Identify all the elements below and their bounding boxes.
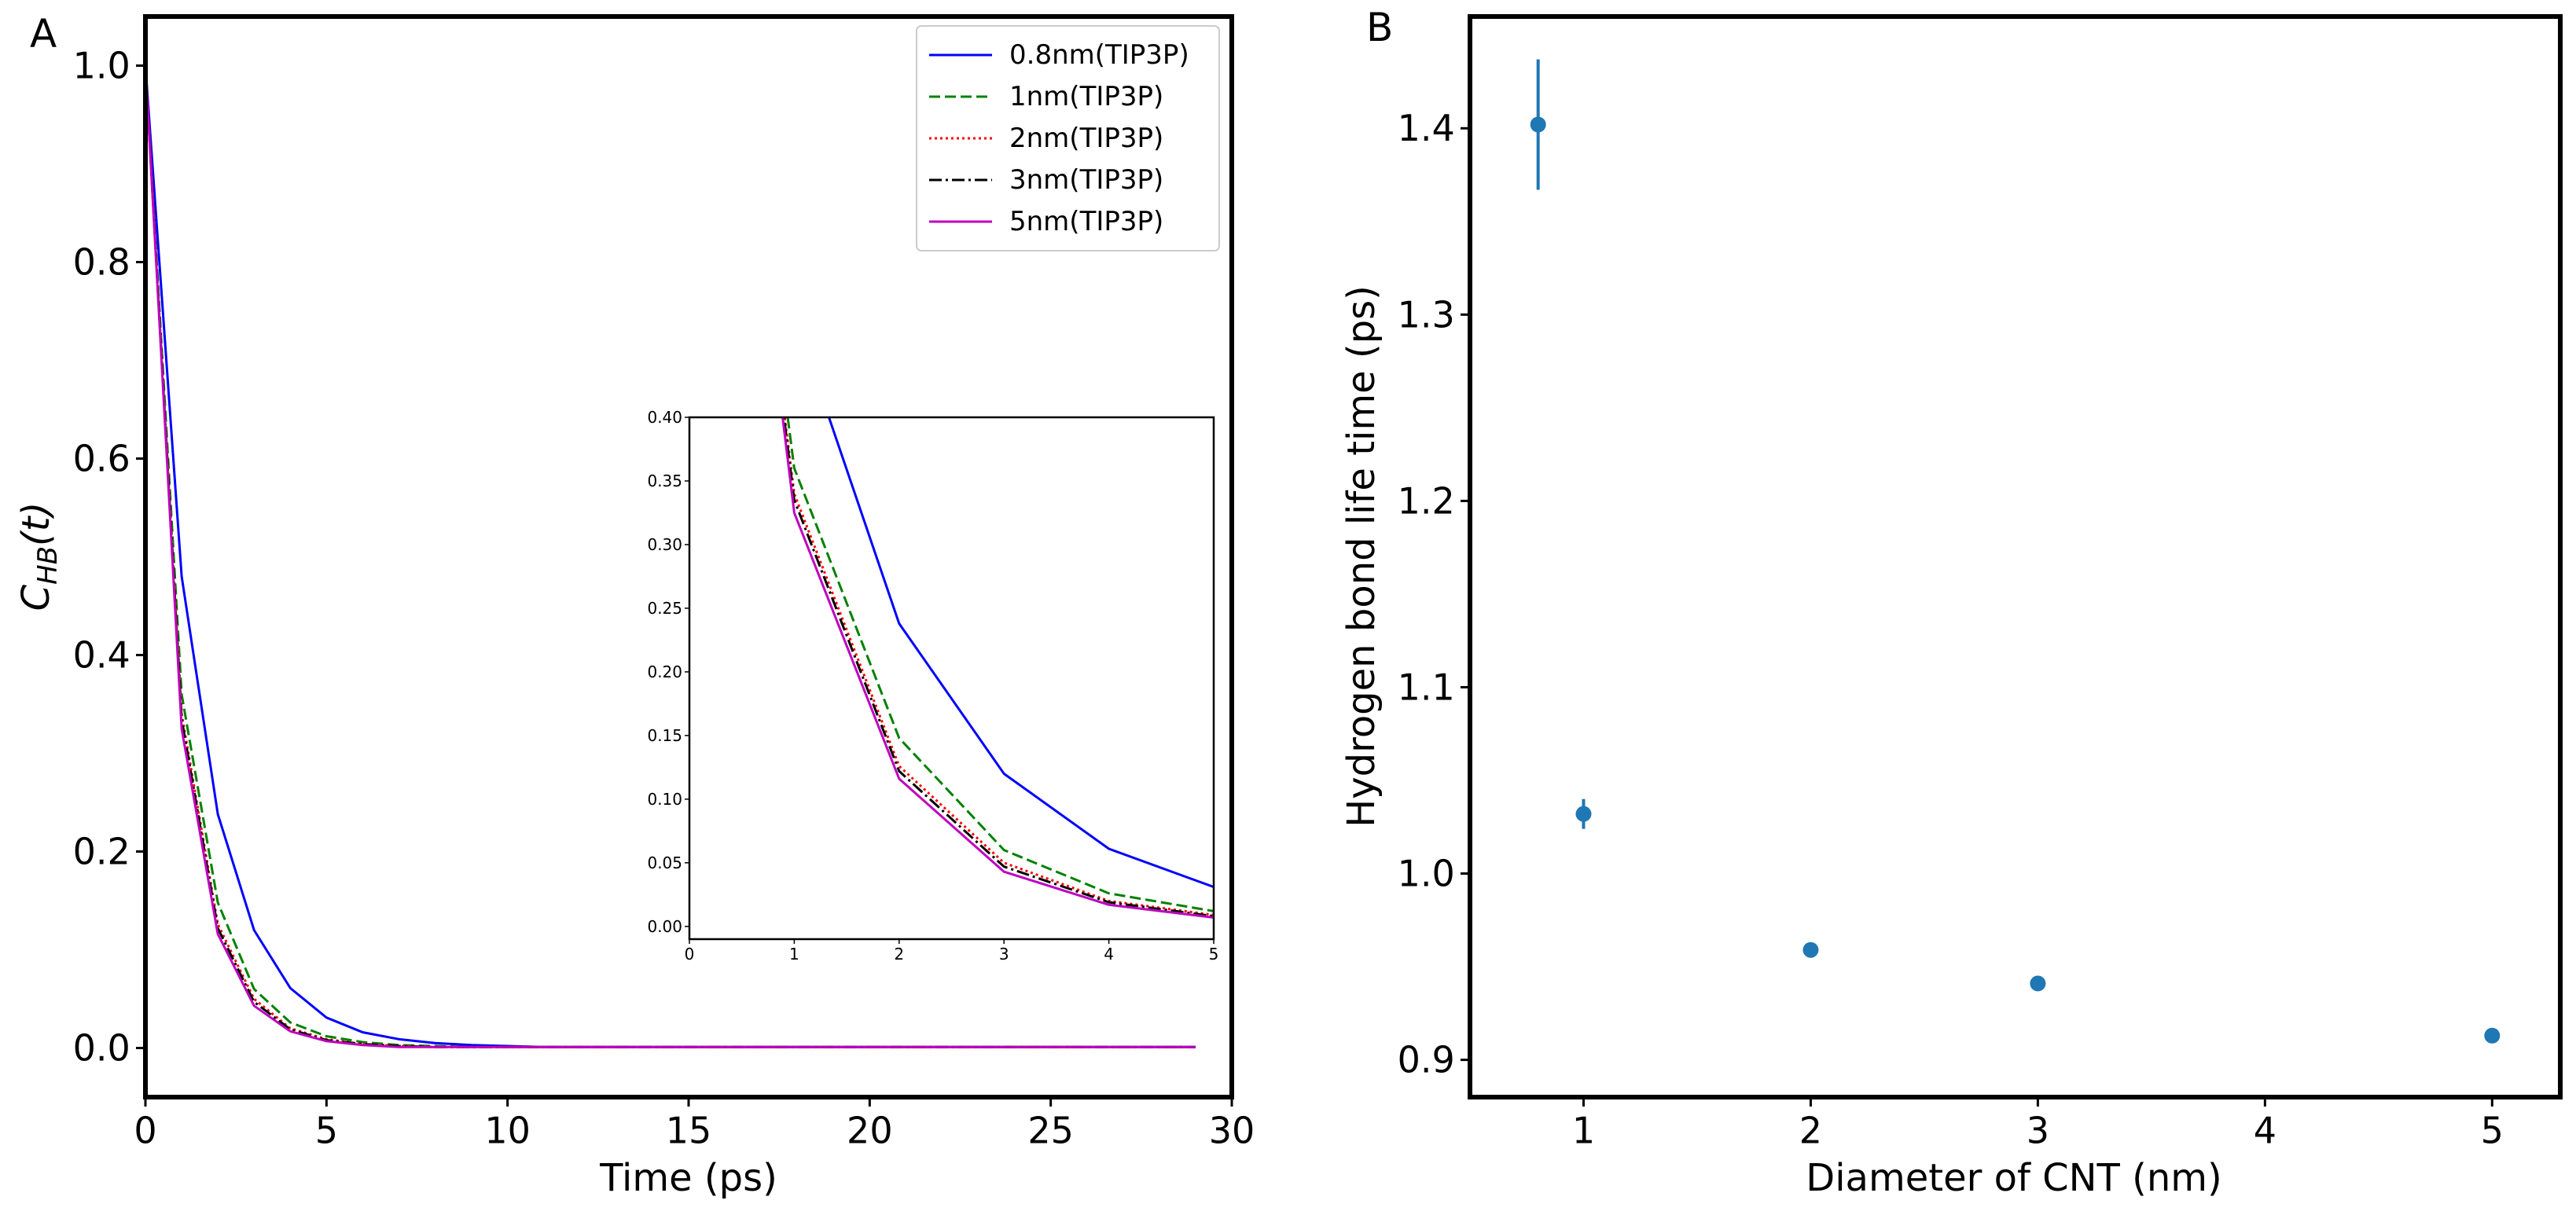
- data-point: [1575, 806, 1592, 822]
- chart-b-frame: [1468, 14, 2563, 1099]
- y-tick-label: 0.20: [647, 663, 682, 681]
- data-point: [1530, 116, 1546, 133]
- y-tick-label: 0.4: [73, 634, 130, 677]
- y-tick-label: 0.9: [1398, 1039, 1455, 1081]
- chart-b-ticks: 1 2 3 4 5 0.9 1.0 1.1 1.2 1.3 1.4: [1398, 107, 2504, 1151]
- inset-series-line-3nm(TIP3P): [782, 417, 1214, 918]
- panel-label-b: B: [1366, 5, 1393, 50]
- x-tick-label: 1: [789, 945, 799, 964]
- chart-a-ylabel: CHB(t): [14, 502, 64, 611]
- chart-a-xlabel: Time (ps): [599, 1156, 777, 1200]
- x-tick-label: 4: [1104, 945, 1114, 964]
- inset-ticks: 0 1 2 3 4 5 0.00 0.05 0.10 0.15 0.20 0.25 0.30 0.35 0.…: [647, 408, 1218, 964]
- series-line-2nm(TIP3P): [144, 65, 1196, 1048]
- x-tick-label: 30: [1209, 1109, 1255, 1151]
- inset-series-line-5nm(TIP3P): [781, 417, 1214, 919]
- x-tick-label: 15: [666, 1109, 712, 1151]
- chart-b: 1 2 3 4 5 0.9 1.0 1.1 1.2 1.3 1.4 Diameter of CNT …: [1339, 14, 2563, 1200]
- legend-box: [916, 25, 1220, 251]
- y-tick-label: 0.00: [647, 917, 682, 936]
- y-tick-label: 0.0: [73, 1027, 130, 1070]
- legend-label: 0.8nm(TIP3P): [1009, 39, 1189, 71]
- inset-frame: [688, 416, 1215, 941]
- y-tick-label: 0.15: [647, 726, 682, 745]
- series-line-5nm(TIP3P): [144, 65, 1196, 1048]
- inset-lines: [781, 417, 1214, 919]
- chart-a-ylabel-base: C: [14, 584, 58, 611]
- data-point: [2484, 1027, 2501, 1044]
- y-tick-label: 0.30: [647, 535, 682, 554]
- legend-label: 2nm(TIP3P): [1009, 123, 1163, 154]
- chart-a-ylabel-sub: HB: [32, 546, 64, 585]
- x-tick-label: 5: [315, 1109, 338, 1151]
- chart-a-legend: 0.8nm(TIP3P) 1nm(TIP3P) 2nm(TIP3P) 3nm(TIP3…: [916, 25, 1220, 251]
- chart-b-points: [1530, 59, 2501, 1044]
- chart-b-ylabel: Hydrogen bond life time (ps): [1339, 285, 1384, 828]
- y-tick-label: 1.1: [1398, 666, 1455, 708]
- x-tick-label: 3: [999, 945, 1009, 964]
- x-tick-label: 5: [2481, 1109, 2504, 1151]
- legend-label: 5nm(TIP3P): [1009, 206, 1163, 237]
- inset-series-line-2nm(TIP3P): [783, 417, 1214, 916]
- y-tick-label: 0.8: [73, 241, 130, 284]
- x-tick-label: 3: [2027, 1109, 2049, 1151]
- chart-a-inset: 0 1 2 3 4 5 0.00 0.05 0.10 0.15 0.20 0.25 0.30 0.35 0.…: [647, 408, 1218, 964]
- y-tick-label: 1.2: [1398, 479, 1455, 522]
- y-tick-label: 0.2: [73, 831, 130, 873]
- chart-a-ylabel-arg: (t): [14, 502, 58, 546]
- x-tick-label: 10: [484, 1109, 531, 1151]
- y-tick-label: 0.05: [647, 853, 682, 872]
- y-tick-label: 1.0: [73, 45, 130, 87]
- x-tick-label: 0: [685, 945, 695, 964]
- legend-items: 0.8nm(TIP3P) 1nm(TIP3P) 2nm(TIP3P) 3nm(TIP3…: [929, 39, 1189, 237]
- data-point: [1802, 942, 1819, 958]
- legend-label: 3nm(TIP3P): [1009, 164, 1163, 196]
- chart-a-lines: [144, 65, 1196, 1048]
- y-tick-label: 1.4: [1398, 107, 1455, 149]
- y-tick-label: 0.40: [647, 408, 682, 427]
- x-tick-label: 20: [847, 1109, 893, 1151]
- x-tick-label: 2: [1799, 1109, 1822, 1151]
- inset-series-line-0.8nm(TIP3P): [827, 417, 1214, 889]
- y-tick-label: 0.25: [647, 599, 682, 618]
- inset-series-line-1nm(TIP3P): [786, 417, 1214, 912]
- chart-a-ticks: 0 5 10 15 20 25 300.00.20.40.60.81.0: [73, 45, 1255, 1152]
- x-tick-label: 1: [1572, 1109, 1595, 1151]
- x-tick-label: 25: [1027, 1109, 1074, 1151]
- y-tick-label: 0.10: [647, 790, 682, 809]
- chart-b-xlabel: Diameter of CNT (nm): [1806, 1156, 2222, 1200]
- panel-label-a: A: [30, 11, 57, 57]
- data-point: [2030, 975, 2046, 992]
- x-tick-label: 2: [894, 945, 904, 964]
- legend-label: 1nm(TIP3P): [1009, 81, 1163, 112]
- y-tick-label: 0.6: [73, 438, 130, 480]
- x-tick-label: 5: [1209, 945, 1219, 964]
- x-tick-label: 0: [134, 1109, 156, 1151]
- chart-a-frame: [143, 14, 1234, 1099]
- y-tick-label: 1.3: [1398, 293, 1455, 336]
- chart-a: 0 5 10 15 20 25 300.00.20.40.60.81.0 Time (ps)…: [14, 14, 1255, 1200]
- x-tick-label: 4: [2254, 1109, 2277, 1151]
- y-tick-label: 1.0: [1398, 853, 1455, 895]
- y-tick-label: 0.35: [647, 472, 682, 490]
